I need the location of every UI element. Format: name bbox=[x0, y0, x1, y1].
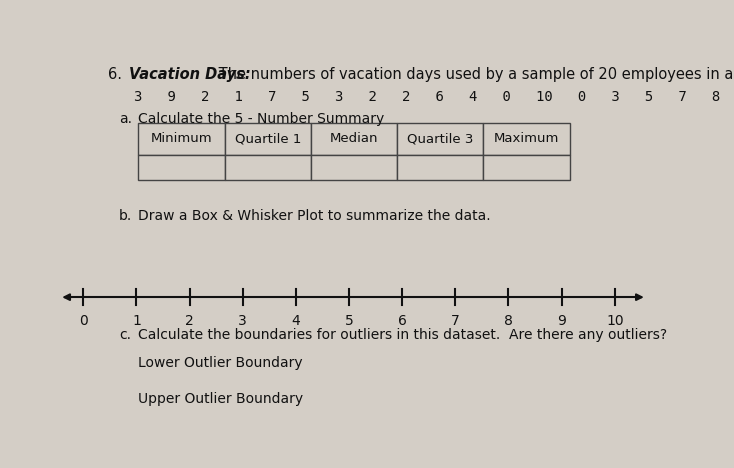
Text: Lower Outlier Boundary: Lower Outlier Boundary bbox=[139, 356, 303, 370]
Bar bbox=[397, 123, 484, 154]
Text: Quartile 3: Quartile 3 bbox=[407, 132, 473, 145]
Text: Calculate the 5 - Number Summary: Calculate the 5 - Number Summary bbox=[139, 112, 385, 126]
Bar bbox=[397, 154, 484, 181]
Text: 6: 6 bbox=[398, 314, 407, 328]
Text: a.: a. bbox=[119, 112, 132, 126]
Text: Draw a Box & Whisker Plot to summarize the data.: Draw a Box & Whisker Plot to summarize t… bbox=[139, 209, 491, 223]
Text: 4: 4 bbox=[291, 314, 300, 328]
Text: Quartile 1: Quartile 1 bbox=[235, 132, 301, 145]
Text: 1: 1 bbox=[132, 314, 141, 328]
Bar bbox=[139, 154, 225, 181]
Bar bbox=[311, 123, 397, 154]
Bar bbox=[139, 123, 225, 154]
Text: 9: 9 bbox=[557, 314, 566, 328]
Text: Median: Median bbox=[330, 132, 378, 145]
Text: 10: 10 bbox=[606, 314, 624, 328]
Text: Vacation Days:: Vacation Days: bbox=[128, 67, 250, 82]
Bar bbox=[484, 154, 570, 181]
Text: 2: 2 bbox=[185, 314, 194, 328]
Text: Upper Outlier Boundary: Upper Outlier Boundary bbox=[139, 392, 304, 406]
Text: 8: 8 bbox=[504, 314, 513, 328]
Text: b.: b. bbox=[119, 209, 132, 223]
Text: Minimum: Minimum bbox=[150, 132, 212, 145]
Bar bbox=[225, 154, 311, 181]
Bar bbox=[311, 154, 397, 181]
Text: 7: 7 bbox=[451, 314, 459, 328]
Text: Calculate the boundaries for outliers in this dataset.  Are there any outliers?: Calculate the boundaries for outliers in… bbox=[139, 328, 667, 342]
Text: Maximum: Maximum bbox=[494, 132, 559, 145]
Text: c.: c. bbox=[119, 328, 131, 342]
Bar bbox=[225, 123, 311, 154]
Text: 3: 3 bbox=[239, 314, 247, 328]
Text: 0: 0 bbox=[79, 314, 87, 328]
Text: 3   9   2   1   7   5   3   2   2   6   4   0   10   0   3   5   7   8   6   5: 3 9 2 1 7 5 3 2 2 6 4 0 10 0 3 5 7 8 6 5 bbox=[134, 90, 734, 104]
Text: 5: 5 bbox=[345, 314, 353, 328]
Bar bbox=[484, 123, 570, 154]
Text: The numbers of vacation days used by a sample of 20 employees in a recent year: The numbers of vacation days used by a s… bbox=[214, 67, 734, 82]
Text: 6.: 6. bbox=[108, 67, 122, 82]
